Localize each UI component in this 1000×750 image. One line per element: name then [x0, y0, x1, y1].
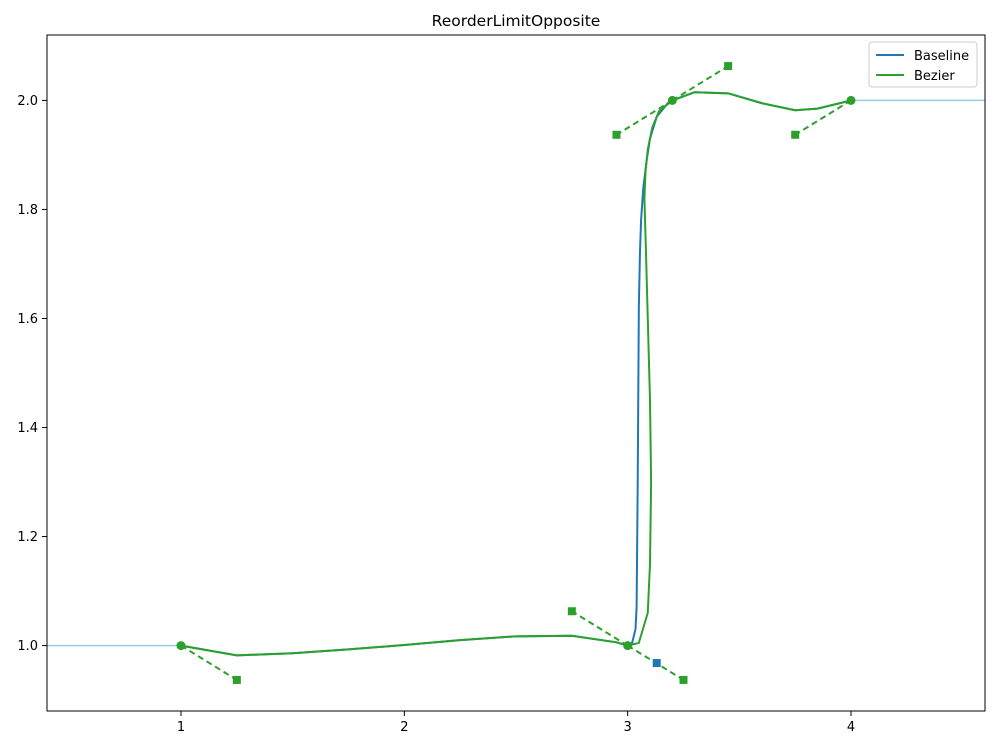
anchor-point-3 — [846, 95, 856, 105]
y-axis: 1.0 1.2 1.4 1.6 1.8 2.0 — [17, 94, 47, 654]
plot-frame — [46, 34, 986, 712]
series-line-bezier — [180, 91, 852, 657]
handle-line-0 — [180, 644, 238, 681]
handle-marker-4 — [724, 62, 733, 71]
handle-line-4 — [671, 65, 729, 102]
handle-marker-5 — [791, 130, 800, 139]
chart-title: ReorderLimitOpposite — [432, 12, 601, 30]
handle-line-5 — [794, 99, 852, 136]
y-tick-label-5: 2.0 — [17, 94, 38, 109]
y-tick-label-0: 1.0 — [17, 639, 38, 654]
legend-label-baseline: Baseline — [914, 49, 969, 64]
x-tick-label-1: 2 — [400, 720, 408, 735]
handle-marker-3 — [612, 130, 621, 139]
handle-line-1 — [571, 610, 629, 647]
plot-area — [47, 62, 985, 684]
y-tick-label-2: 1.4 — [17, 421, 38, 436]
x-tick-label-0: 1 — [177, 720, 185, 735]
y-tick-label-4: 1.8 — [17, 203, 38, 218]
x-axis: 1 2 3 4 — [177, 711, 855, 735]
x-tick-label-3: 4 — [847, 720, 855, 735]
anchor-point-2 — [667, 95, 677, 105]
handle-marker-0 — [232, 675, 241, 684]
anchor-point-1 — [623, 641, 633, 651]
handle-marker-2 — [679, 675, 688, 684]
x-tick-label-2: 3 — [624, 720, 632, 735]
series-line-baseline — [180, 91, 852, 657]
y-tick-label-1: 1.2 — [17, 530, 38, 545]
legend: Baseline Bezier — [868, 41, 978, 88]
legend-label-bezier: Bezier — [914, 69, 955, 84]
baseline-handle-marker — [652, 659, 661, 668]
handle-marker-1 — [567, 607, 576, 616]
handle-line-3 — [615, 99, 673, 136]
anchor-point-0 — [176, 641, 186, 651]
y-tick-label-3: 1.6 — [17, 312, 38, 327]
